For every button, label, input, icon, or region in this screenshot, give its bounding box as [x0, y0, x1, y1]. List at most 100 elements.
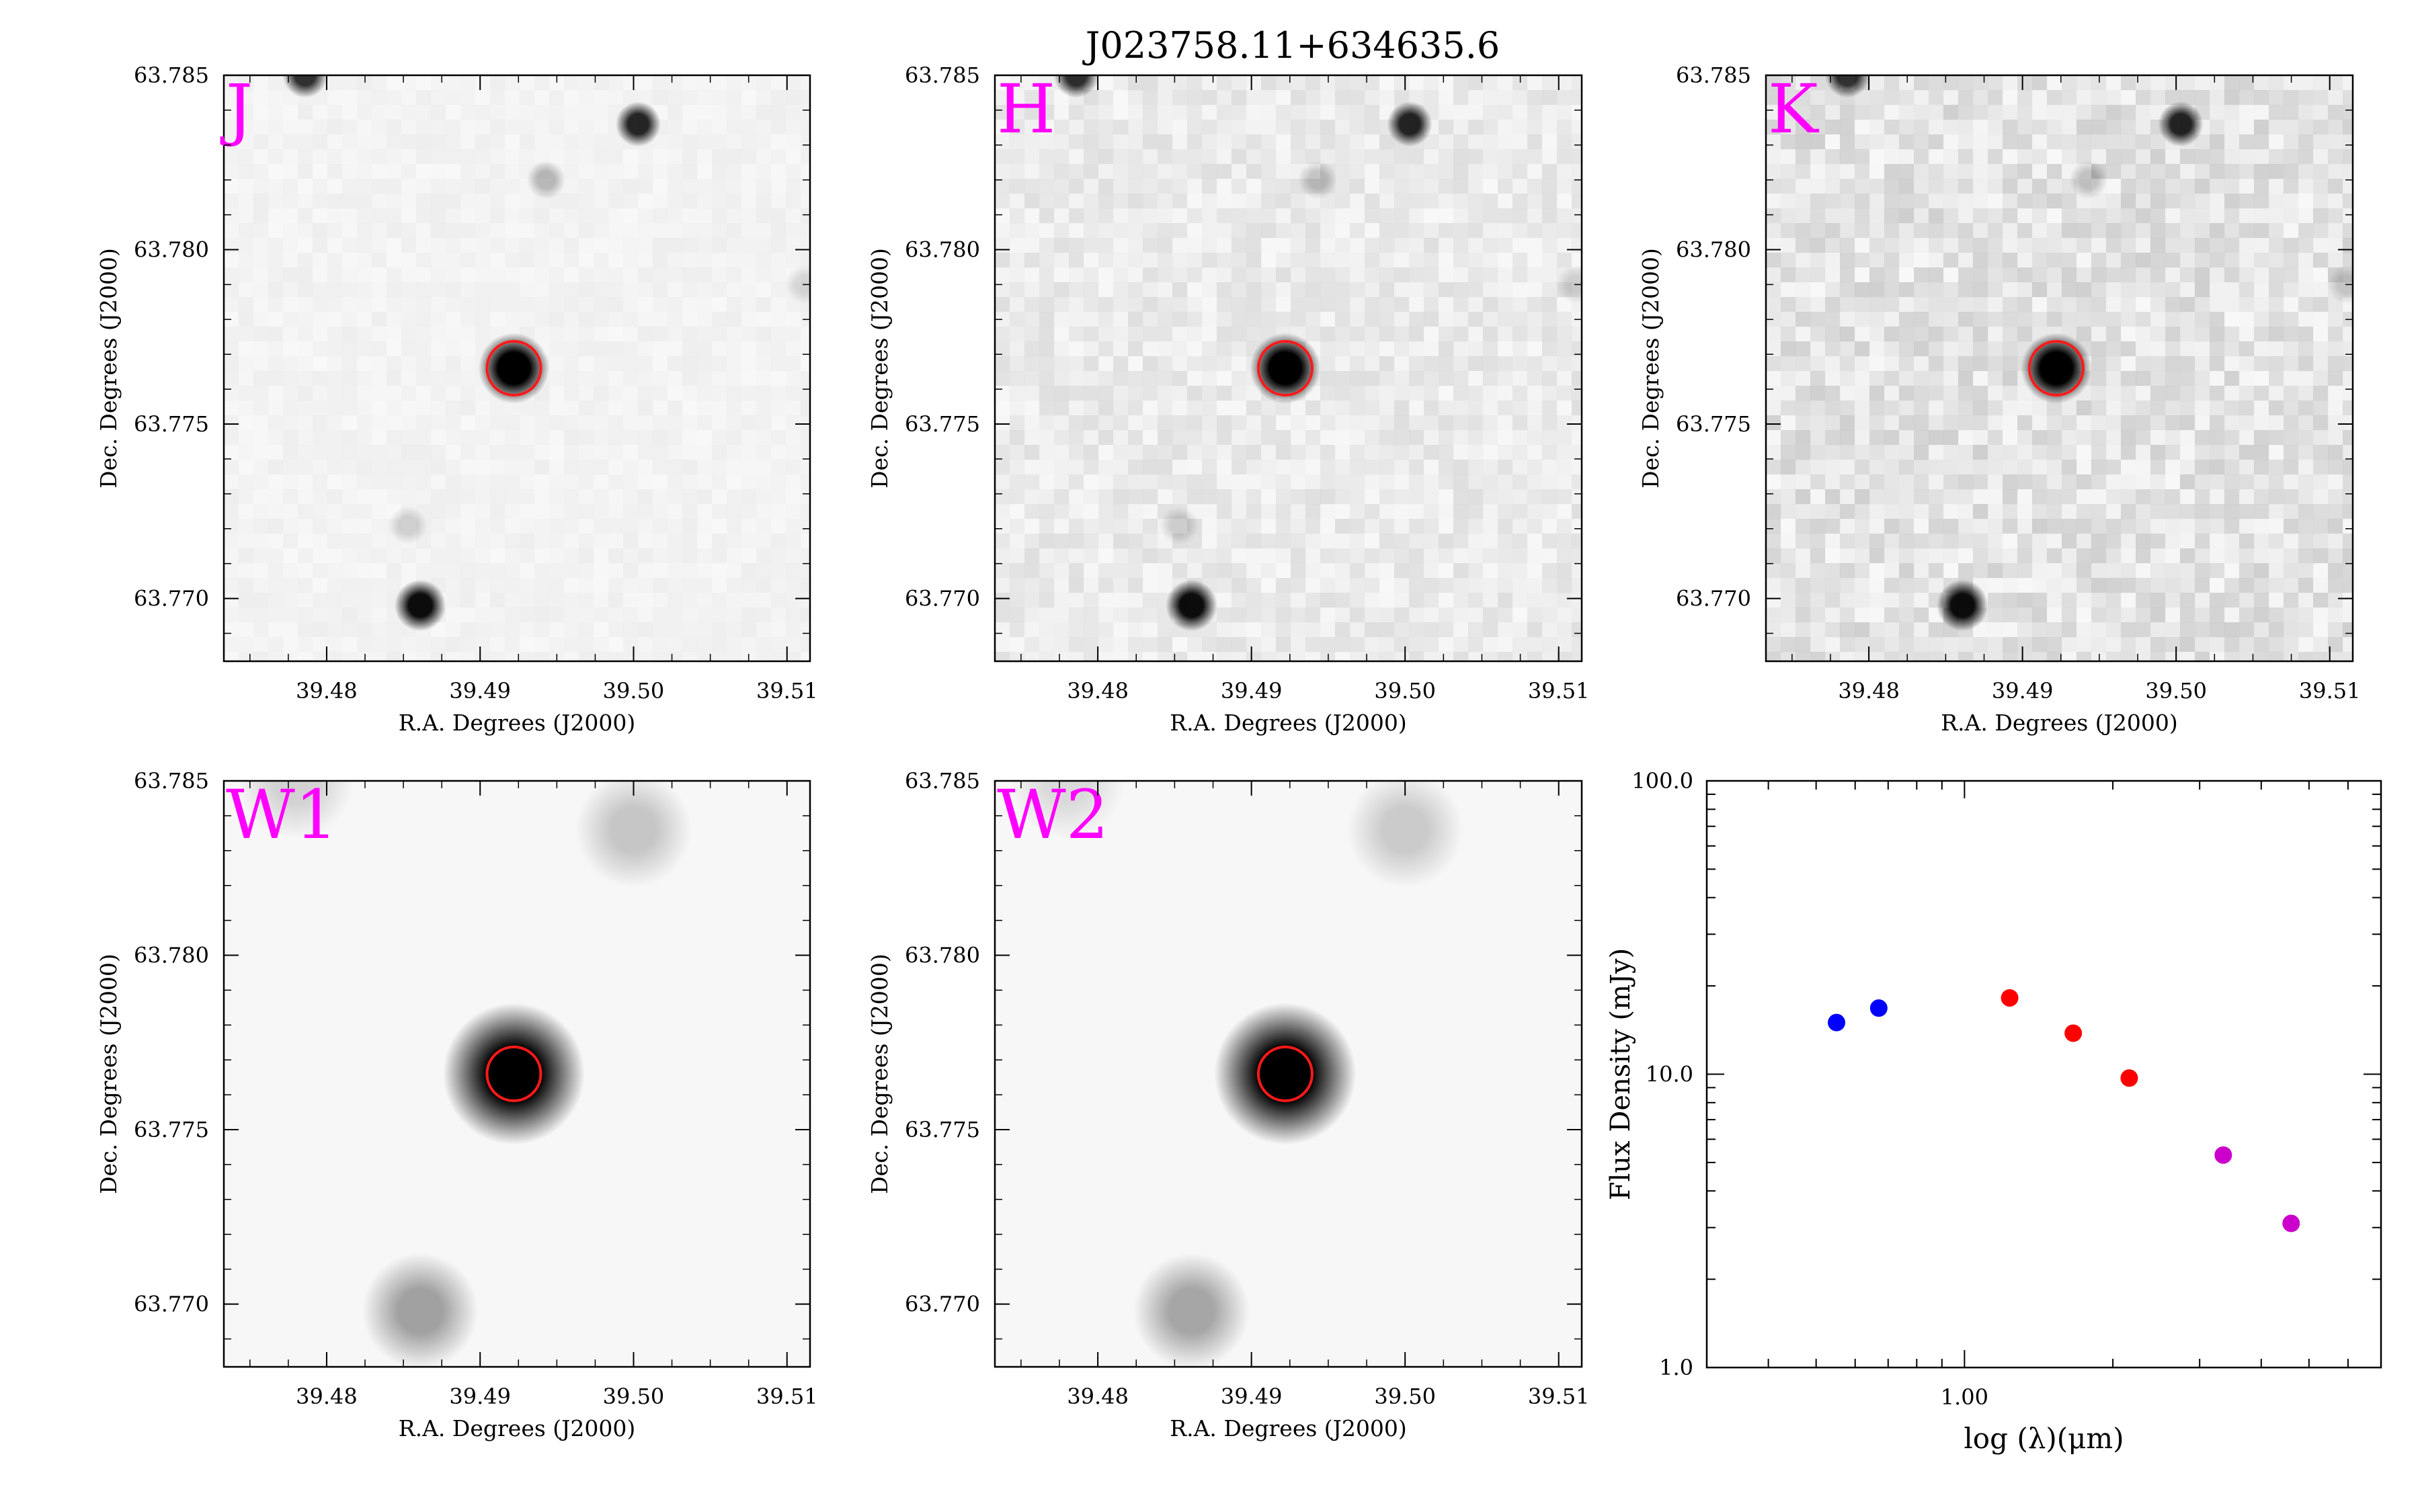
sky-noise: [1973, 637, 1988, 653]
x-tick-label: 39.51: [1528, 678, 1590, 704]
sky-noise: [2195, 430, 2210, 446]
sky-noise: [1232, 578, 1247, 593]
sky-noise: [239, 534, 254, 549]
sky-noise: [1187, 120, 1203, 135]
sky-noise: [283, 637, 298, 653]
sky-noise: [1572, 371, 1582, 386]
sky-noise: [224, 208, 239, 224]
sky-noise: [1513, 637, 1528, 653]
sky-noise: [1572, 637, 1582, 653]
sky-noise: [712, 267, 727, 283]
sky-noise: [1796, 327, 1811, 342]
sky-noise: [1305, 430, 1321, 446]
sky-noise: [2165, 267, 2181, 283]
sky-noise: [1054, 297, 1070, 312]
sky-noise: [460, 401, 476, 416]
sky-noise: [1453, 327, 1469, 342]
sky-noise: [1557, 652, 1572, 661]
sky-noise: [1810, 253, 1826, 268]
sky-noise: [1796, 593, 1811, 608]
sky-noise: [1943, 563, 1959, 579]
sky-noise: [623, 164, 639, 179]
sky-noise: [1557, 75, 1572, 91]
sky-noise: [1084, 534, 1099, 549]
sky-noise: [239, 548, 254, 564]
sky-noise: [1039, 282, 1055, 298]
sky-noise: [995, 430, 1010, 446]
sky-noise: [1988, 386, 2003, 401]
sky-noise: [1069, 179, 1084, 194]
sky-noise: [520, 149, 535, 165]
sky-noise: [2165, 327, 2181, 342]
sky-noise: [564, 504, 579, 519]
sky-noise: [995, 312, 1010, 327]
sky-noise: [1453, 548, 1469, 564]
sky-noise: [268, 445, 284, 460]
sky-noise: [1098, 282, 1114, 298]
sky-noise: [1394, 578, 1410, 593]
sky-noise: [1084, 637, 1099, 653]
sky-noise: [2047, 563, 2062, 579]
sky-noise: [2269, 637, 2284, 653]
sky-noise: [2003, 238, 2018, 253]
sky-noise: [1350, 297, 1365, 312]
sky-noise: [712, 297, 727, 312]
sky-noise: [1572, 534, 1582, 549]
sky-noise: [1855, 371, 1870, 386]
sky-noise: [1796, 460, 1811, 475]
sky-noise: [1084, 238, 1099, 253]
sky-noise: [1394, 489, 1410, 505]
sky-noise: [1498, 105, 1513, 120]
sky-noise: [1796, 208, 1811, 224]
sky-noise: [2062, 622, 2077, 638]
sky-noise: [283, 208, 298, 224]
sky-noise: [741, 489, 757, 505]
sky-noise: [1069, 208, 1084, 224]
sky-noise: [1113, 460, 1129, 475]
sky-noise: [1766, 534, 1781, 549]
star-source: [1387, 101, 1433, 147]
sky-noise: [475, 578, 491, 593]
sky-noise: [2032, 519, 2048, 534]
sky-noise: [1202, 652, 1217, 661]
sky-noise: [2003, 208, 2018, 224]
sky-noise: [505, 134, 520, 150]
sky-noise: [460, 327, 476, 342]
sky-noise: [1424, 474, 1439, 490]
sky-noise: [2047, 267, 2062, 283]
sky-noise: [2269, 208, 2284, 224]
sky-noise: [1914, 563, 1929, 579]
sky-noise: [549, 75, 565, 91]
sky-noise: [1394, 504, 1410, 519]
sky-noise: [1202, 179, 1217, 194]
sky-noise: [1453, 149, 1469, 165]
sky-noise: [1973, 75, 1988, 91]
sky-noise: [771, 238, 787, 253]
y-tick-label: 63.770: [134, 586, 209, 612]
sky-noise: [1261, 208, 1277, 224]
sky-noise: [1884, 401, 1900, 416]
sky-noise: [1899, 489, 1914, 505]
sky-noise: [505, 430, 520, 446]
sky-noise: [2106, 194, 2122, 209]
sky-noise: [1453, 445, 1469, 460]
sky-noise: [2180, 371, 2195, 386]
sky-noise: [401, 652, 417, 661]
sky-noise: [594, 194, 609, 209]
sky-noise: [2150, 208, 2166, 224]
sky-noise: [1825, 149, 1841, 165]
sky-noise: [2254, 415, 2269, 431]
sky-noise: [1869, 164, 1885, 179]
sky-noise: [1781, 238, 1796, 253]
sky-noise: [1855, 356, 1870, 372]
sky-noise: [786, 120, 801, 135]
sky-noise: [2195, 489, 2210, 505]
sky-noise: [1365, 120, 1380, 135]
sky-noise: [2076, 445, 2092, 460]
sky-noise: [1884, 504, 1900, 519]
sky-noise: [2284, 593, 2299, 608]
sky-noise: [1098, 622, 1114, 638]
sky-noise: [697, 90, 713, 106]
sky-noise: [1542, 267, 1558, 283]
sky-noise: [2284, 327, 2299, 342]
